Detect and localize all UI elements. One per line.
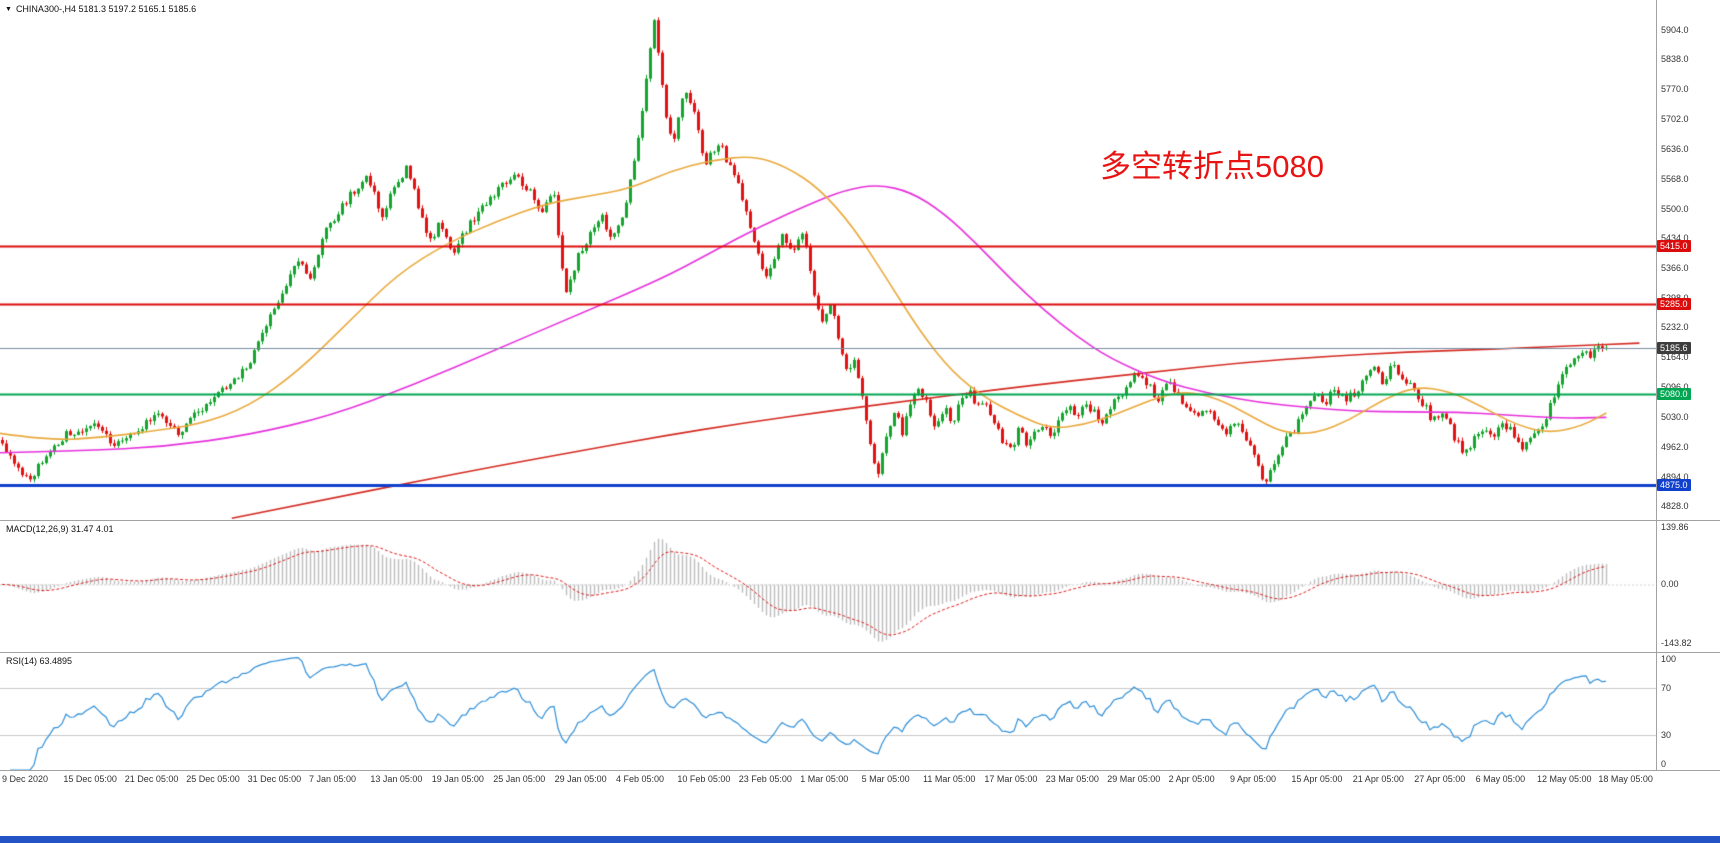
time-axis-label: 6 May 05:00 xyxy=(1475,774,1526,784)
symbol-info[interactable]: ▼ CHINA300-,H4 5181.3 5197.2 5165.1 5185… xyxy=(5,4,196,14)
time-axis-label: 4 Feb 05:00 xyxy=(616,774,665,784)
rsi-axis-label: 100 xyxy=(1661,654,1677,664)
time-axis-label: 29 Jan 05:00 xyxy=(554,774,607,784)
price-axis-label: 5232.0 xyxy=(1661,322,1689,333)
macd-axis-label: -143.82 xyxy=(1661,638,1692,649)
rsi-axis-label: 30 xyxy=(1661,729,1672,740)
time-axis-label: 21 Apr 05:00 xyxy=(1352,774,1404,784)
price-axis-label: 4894.0 xyxy=(1661,471,1689,482)
time-axis-label: 21 Dec 05:00 xyxy=(124,774,179,784)
price-level-label: 4875.0 xyxy=(1657,479,1691,492)
time-axis-label: 15 Dec 05:00 xyxy=(63,774,117,784)
time-axis-label: 15 Apr 05:00 xyxy=(1291,774,1343,784)
macd-indicator-chart[interactable] xyxy=(0,521,1656,652)
time-axis-label: 11 Mar 05:00 xyxy=(923,774,976,784)
price-axis-label: 4962.0 xyxy=(1661,441,1689,452)
time-axis-label: 1 Mar 05:00 xyxy=(800,774,849,784)
chart-annotation: 多空转折点5080 xyxy=(1100,149,1324,184)
price-level-label: 5080.0 xyxy=(1657,388,1691,401)
time-axis-label: 13 Jan 05:00 xyxy=(370,774,423,784)
price-axis-label: 5838.0 xyxy=(1661,54,1689,65)
bottom-bar xyxy=(0,836,1720,843)
time-axis-label: 19 Jan 05:00 xyxy=(431,774,484,784)
price-axis-label: 5770.0 xyxy=(1661,84,1689,95)
time-axis-label: 23 Mar 05:00 xyxy=(1045,774,1099,784)
rsi-indicator-chart[interactable] xyxy=(0,653,1656,770)
macd-rsi-separator xyxy=(0,652,1720,653)
price-axis-label: 4828.0 xyxy=(1661,500,1689,511)
price-axis-label: 5164.0 xyxy=(1661,352,1689,363)
main-macd-separator xyxy=(0,520,1720,521)
time-axis-label: 25 Dec 05:00 xyxy=(186,774,240,784)
time-axis-label: 29 Mar 05:00 xyxy=(1107,774,1161,784)
macd-axis-label: 139.86 xyxy=(1661,522,1689,533)
price-level-label: 5415.0 xyxy=(1657,240,1691,253)
price-level-label: 5285.0 xyxy=(1657,297,1691,310)
time-axis-label: 31 Dec 05:00 xyxy=(247,774,302,784)
price-axis-label: 5366.0 xyxy=(1661,262,1689,273)
time-axis-label: 9 Dec 2020 xyxy=(2,774,49,784)
time-axis-label: 2 Apr 05:00 xyxy=(1168,774,1215,784)
symbol-ohlc-label: CHINA300-,H4 5181.3 5197.2 5165.1 5185.6 xyxy=(15,4,197,14)
time-axis-label: 7 Jan 05:00 xyxy=(309,774,357,784)
price-axis-label: 5904.0 xyxy=(1661,25,1689,36)
price-axis-label: 5702.0 xyxy=(1661,114,1689,125)
price-axis-label: 5030.0 xyxy=(1661,411,1689,422)
price-axis-label: 5636.0 xyxy=(1661,143,1689,154)
time-axis-label: 23 Feb 05:00 xyxy=(738,774,792,784)
chart-menu-icon[interactable]: ▼ xyxy=(5,5,12,13)
price-axis-label: 5434.0 xyxy=(1661,232,1689,243)
price-axis-label: 5568.0 xyxy=(1661,173,1689,184)
main-price-chart[interactable] xyxy=(0,0,1656,520)
macd-axis-label: 0.00 xyxy=(1661,579,1679,590)
current-price-label: 5185.6 xyxy=(1657,341,1691,354)
rsi-axis-label: 0 xyxy=(1661,759,1667,769)
rsi-axis-label: 70 xyxy=(1661,683,1672,694)
time-axis-label: 18 May 05:00 xyxy=(1598,774,1653,784)
time-axis-label: 5 Mar 05:00 xyxy=(861,774,910,784)
rsi-label: RSI(14) 63.4895 xyxy=(6,656,73,666)
time-axis-label: 12 May 05:00 xyxy=(1537,774,1592,784)
price-axis-label: 5500.0 xyxy=(1661,203,1689,214)
time-axis-label: 17 Mar 05:00 xyxy=(984,774,1038,784)
time-axis-label: 10 Feb 05:00 xyxy=(677,774,731,784)
time-axis-label: 27 Apr 05:00 xyxy=(1414,774,1466,784)
rsi-timeaxis-separator xyxy=(0,770,1720,771)
macd-label: MACD(12,26,9) 31.47 4.01 xyxy=(6,524,114,534)
time-axis-label: 25 Jan 05:00 xyxy=(493,774,546,784)
price-axis-separator xyxy=(1656,0,1657,770)
time-axis-label: 9 Apr 05:00 xyxy=(1230,774,1277,784)
price-axis-label: 5096.0 xyxy=(1661,382,1689,393)
